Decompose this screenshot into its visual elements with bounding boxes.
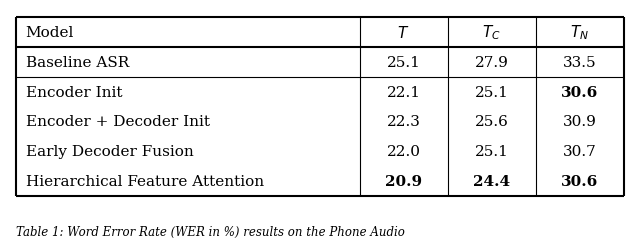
Text: Table 1: Word Error Rate (WER in %) results on the Phone Audio: Table 1: Word Error Rate (WER in %) resu… [16, 225, 405, 238]
Text: 30.6: 30.6 [561, 175, 598, 189]
Text: 22.1: 22.1 [387, 85, 420, 99]
Text: $T_C$: $T_C$ [483, 23, 501, 42]
Text: Encoder Init: Encoder Init [26, 85, 122, 99]
Text: 33.5: 33.5 [563, 55, 596, 69]
Text: 25.6: 25.6 [475, 115, 509, 129]
Text: 30.9: 30.9 [563, 115, 597, 129]
Text: 27.9: 27.9 [475, 55, 509, 69]
Text: $T$: $T$ [397, 25, 410, 41]
Text: 24.4: 24.4 [473, 175, 510, 189]
Text: 25.1: 25.1 [475, 85, 509, 99]
Text: 25.1: 25.1 [475, 145, 509, 159]
Text: 25.1: 25.1 [387, 55, 420, 69]
Text: Early Decoder Fusion: Early Decoder Fusion [26, 145, 193, 159]
Text: 22.3: 22.3 [387, 115, 420, 129]
Text: Model: Model [26, 25, 74, 40]
Text: $T_N$: $T_N$ [570, 23, 589, 42]
Text: 30.7: 30.7 [563, 145, 596, 159]
Text: Encoder + Decoder Init: Encoder + Decoder Init [26, 115, 210, 129]
Text: 20.9: 20.9 [385, 175, 422, 189]
Text: Hierarchical Feature Attention: Hierarchical Feature Attention [26, 175, 264, 189]
Text: 22.0: 22.0 [387, 145, 420, 159]
Text: Baseline ASR: Baseline ASR [26, 55, 129, 69]
Text: 30.6: 30.6 [561, 85, 598, 99]
